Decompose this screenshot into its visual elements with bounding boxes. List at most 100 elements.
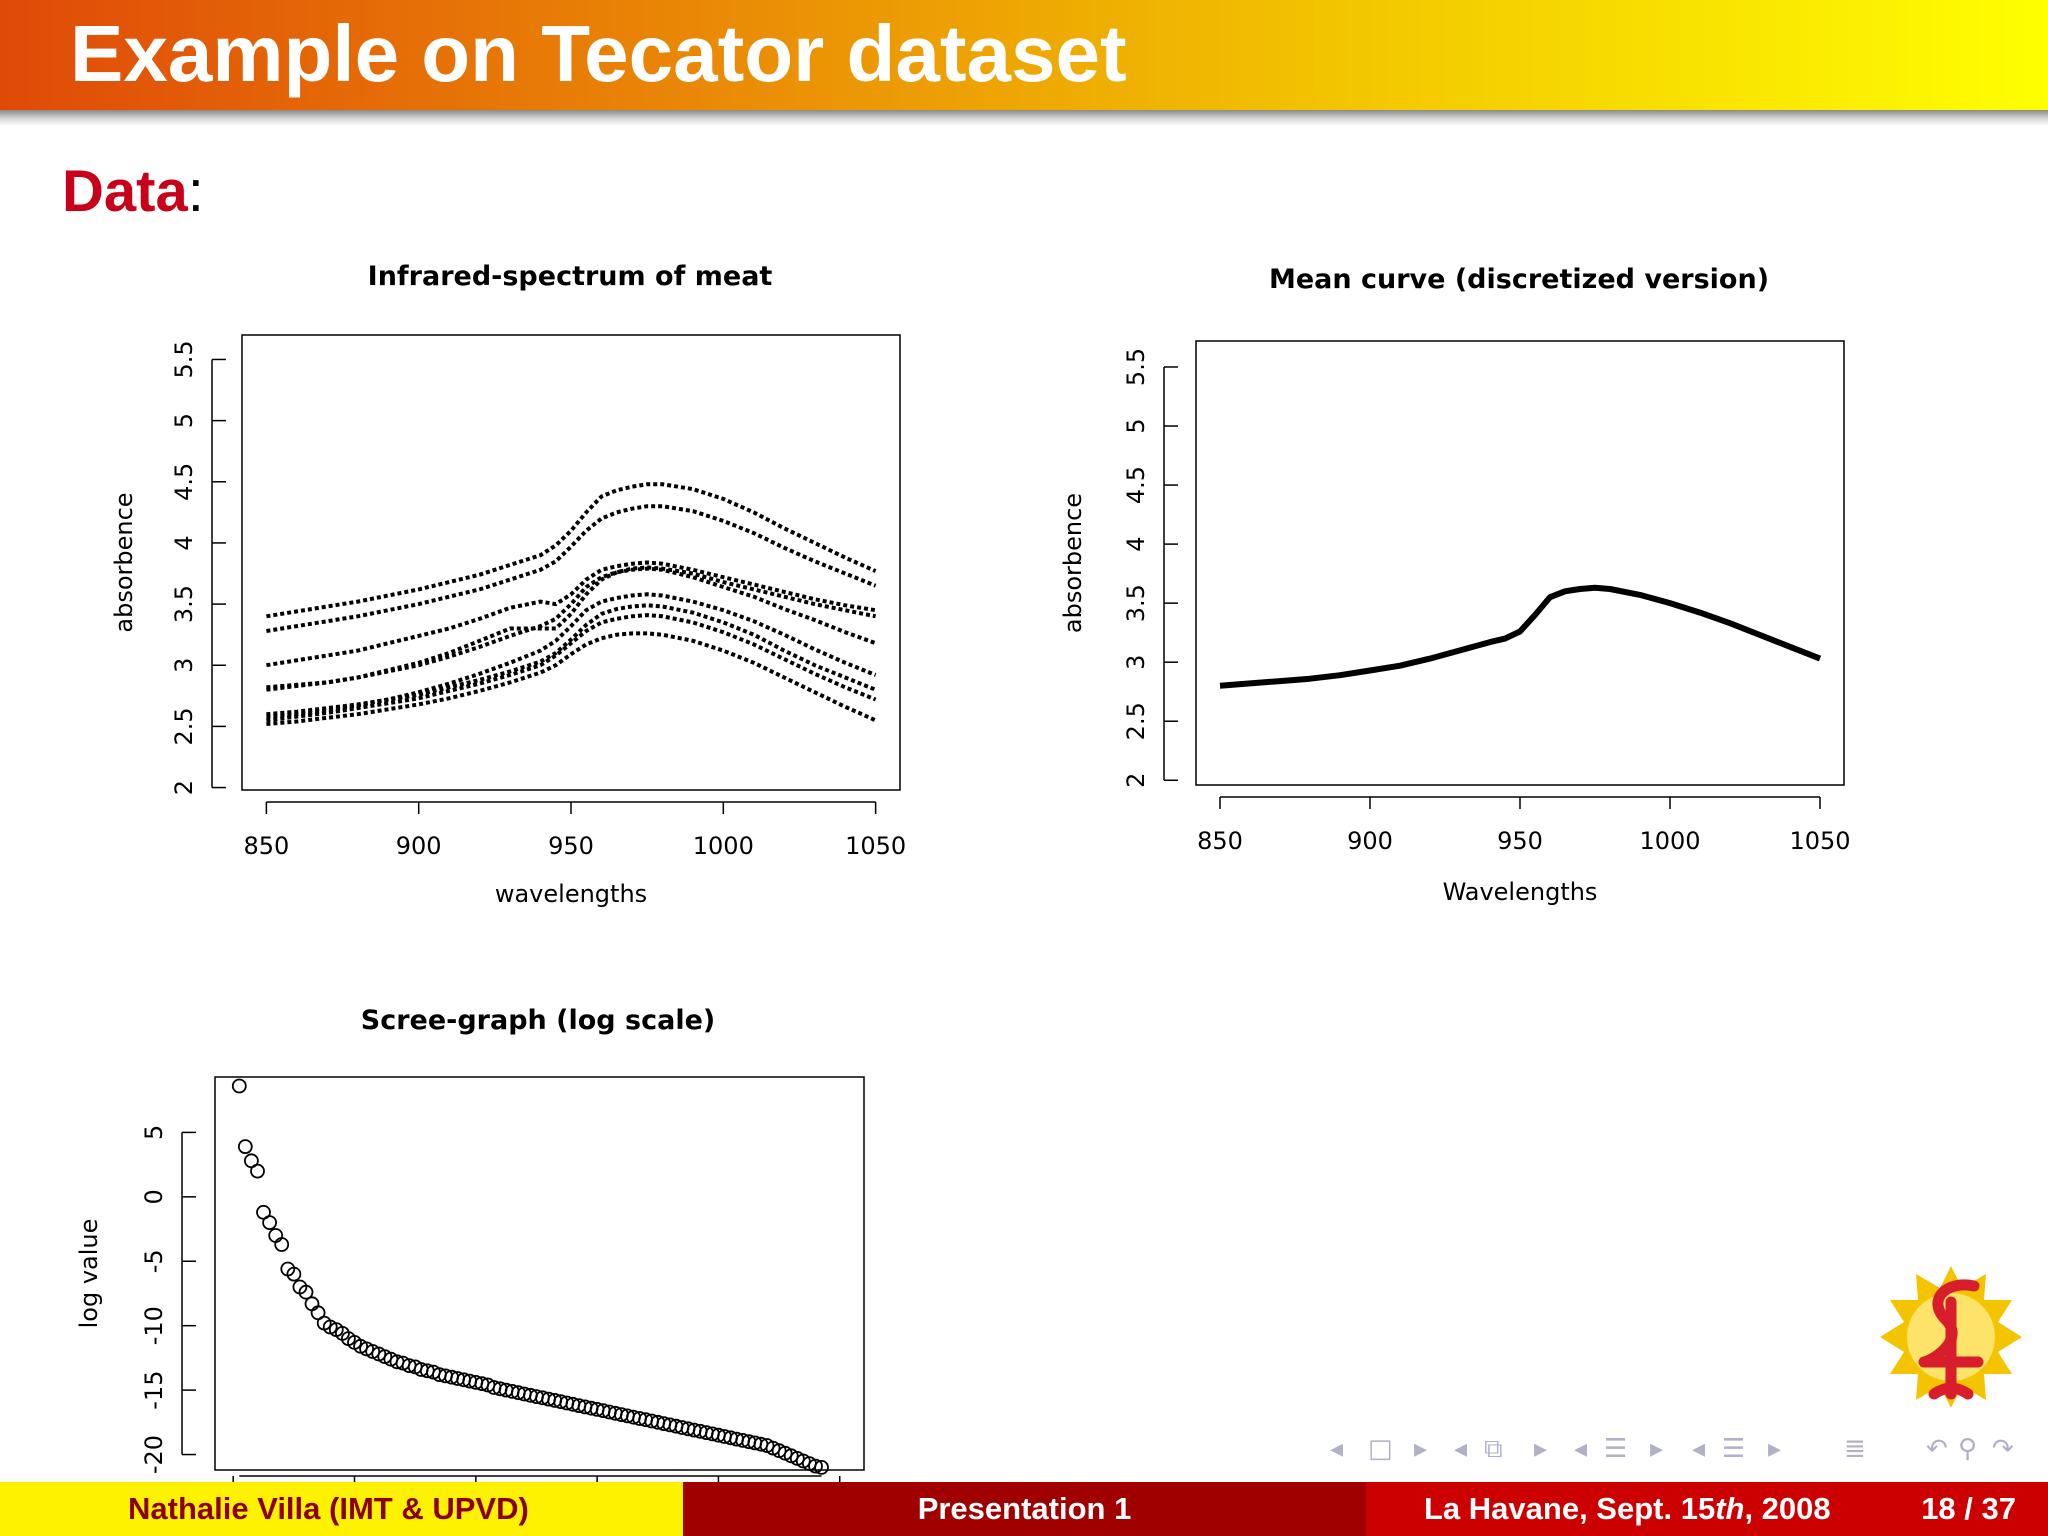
y-tick-label: 5.5: [1122, 348, 1150, 386]
y-tick-label: 2.5: [1122, 702, 1150, 740]
x-axis-label: Wavelengths: [1443, 878, 1598, 906]
data-point: [274, 1237, 290, 1252]
block-title: Data:: [62, 158, 204, 226]
data-point: [237, 1139, 253, 1154]
y-tick-label: 3: [1122, 655, 1150, 670]
chart-title: Scree-graph (log scale): [361, 1005, 715, 1036]
nav-right-arrow-icon[interactable]: ▸: [1414, 1434, 1428, 1464]
university-logo: [1876, 1262, 2026, 1412]
data-point: [286, 1266, 302, 1282]
x-tick-label: 900: [1347, 827, 1393, 855]
x-tick-label: 950: [548, 832, 594, 860]
series-line-6: [266, 592, 877, 719]
data-point: [304, 1296, 320, 1312]
search-icon[interactable]: ⚲: [1958, 1434, 1978, 1464]
y-axis-label: log value: [75, 1219, 103, 1329]
redo-icon[interactable]: ↷: [1992, 1434, 2014, 1464]
y-tick-label: 4.5: [170, 463, 198, 501]
series-line-3: [266, 560, 876, 668]
footer-title-box: Presentation 1: [683, 1482, 1366, 1536]
y-tick-label: 4: [170, 535, 198, 550]
series-line-1: [1219, 584, 1822, 689]
y-tick-label: 4: [1122, 536, 1150, 551]
footer-title: Presentation 1: [917, 1491, 1132, 1526]
y-tick-label: 5.5: [170, 340, 198, 378]
x-axis-label: wavelengths: [495, 880, 647, 908]
y-tick-label: -15: [140, 1371, 168, 1410]
footer-author-box: Nathalie Villa (IMT & UPVD): [0, 1482, 683, 1536]
x-tick-label: 850: [243, 832, 289, 860]
block-title-text: Data: [62, 159, 188, 224]
align-icon[interactable]: ≣: [1844, 1434, 1866, 1464]
y-tick-label: 5: [140, 1125, 168, 1140]
x-tick-label: 1000: [1639, 827, 1700, 855]
x-tick-label: 1050: [845, 832, 906, 860]
footer-page-number: 18 / 37: [1921, 1491, 2016, 1526]
x-tick-label: 900: [396, 832, 442, 860]
chart-title: Mean curve (discretized version): [1269, 264, 1769, 295]
x-tick-label: 950: [1497, 827, 1543, 855]
data-point: [808, 1458, 823, 1474]
series-line-8: [266, 613, 877, 723]
y-axis-label: absorbence: [110, 492, 138, 632]
footer-date-box: La Havane, Sept. 15th, 2008 18 / 37: [1366, 1482, 2048, 1536]
y-tick-label: 2: [1122, 773, 1150, 788]
y-tick-label: 3.5: [170, 585, 198, 623]
x-tick-label: 850: [1197, 827, 1243, 855]
series-line-1: [266, 482, 877, 619]
undo-icon[interactable]: ↶: [1926, 1434, 1948, 1464]
frame-title: Example on Tecator dataset: [70, 9, 1127, 98]
x-tick-label: 1050: [1789, 827, 1850, 855]
y-tick-label: -10: [140, 1306, 168, 1345]
footer-date-prefix: La Havane, Sept. 15: [1424, 1491, 1716, 1526]
y-tick-label: -5: [140, 1249, 168, 1273]
footer: Nathalie Villa (IMT & UPVD) Presentation…: [0, 1482, 2048, 1536]
series-line-4: [266, 565, 876, 690]
y-tick-label: 3: [170, 658, 198, 673]
chart-infrared-spectrum-plot: Infrared-spectrum of meat 2 2.5 3 3.5 4 4.5 5 5.…: [110, 261, 906, 908]
data-point: [268, 1228, 284, 1243]
y-tick-label: 0: [140, 1189, 168, 1204]
y-axis-label: absorbence: [1059, 493, 1087, 633]
block-title-colon: :: [187, 159, 204, 224]
nav-left-arrow-icon[interactable]: ◂: [1454, 1434, 1468, 1464]
subsection-icon[interactable]: ⧉: [1484, 1434, 1503, 1464]
data-point: [298, 1284, 314, 1300]
y-tick-label: -20: [140, 1435, 168, 1474]
footer-date: La Havane, Sept. 15th, 2008: [1424, 1482, 1831, 1536]
y-tick-label: 4.5: [1122, 466, 1150, 504]
series-line-5: [266, 566, 877, 692]
data-point: [250, 1163, 265, 1179]
y-tick-label: 2.5: [170, 707, 198, 745]
frame-icon[interactable]: □: [1368, 1434, 1393, 1464]
presentation-icon[interactable]: ☰: [1722, 1434, 1746, 1464]
chart-infrared-spectrum: Infrared-spectrum of meat 2 2.5 3 3.5 4 4.5 5 5.…: [110, 261, 906, 908]
y-tick-label: 2: [170, 780, 198, 795]
series-line-2: [266, 504, 877, 633]
chart-mean-curve: Mean curve (discretized version) 2 2.5 3 3.5…: [1059, 264, 1851, 906]
nav-left-arrow-icon[interactable]: ◂: [1330, 1434, 1344, 1464]
footer-date-sup: th: [1715, 1491, 1745, 1526]
series-line-7: [266, 603, 877, 717]
nav-left-arrow-icon[interactable]: ◂: [1692, 1434, 1706, 1464]
footer-author: Nathalie Villa (IMT & UPVD): [128, 1491, 529, 1526]
plot-frame: [1195, 340, 1845, 786]
data-point: [814, 1460, 829, 1475]
chart-scree-graph-plot: Scree-graph (log scale) -20 -15 -10 -5 0 5 log …: [75, 1005, 865, 1490]
section-icon[interactable]: ☰: [1604, 1434, 1628, 1464]
chart-title: Infrared-spectrum of meat: [368, 261, 773, 292]
plot-frame: [241, 334, 901, 791]
y-tick-label: 5: [170, 413, 198, 428]
nav-right-arrow-icon[interactable]: ▸: [1534, 1434, 1548, 1464]
y-tick-label: 3.5: [1122, 584, 1150, 622]
nav-right-arrow-icon[interactable]: ▸: [1768, 1434, 1782, 1464]
x-tick-label: 1000: [693, 832, 754, 860]
chart-mean-curve-plot: Mean curve (discretized version) 2 2.5 3 3.5…: [1059, 264, 1851, 906]
beamer-navigation: ◂ □ ▸ ◂ ⧉ ▸ ◂ ☰ ▸ ◂ ☰ ▸ ≣ ↶ ⚲ ↷: [1330, 1434, 2030, 1468]
series-line-9: [266, 631, 877, 726]
nav-right-arrow-icon[interactable]: ▸: [1650, 1434, 1664, 1464]
frame-title-bar: [0, 0, 2048, 110]
nav-left-arrow-icon[interactable]: ◂: [1574, 1434, 1588, 1464]
data-point: [231, 1078, 247, 1094]
y-tick-label: 5: [1122, 418, 1150, 433]
